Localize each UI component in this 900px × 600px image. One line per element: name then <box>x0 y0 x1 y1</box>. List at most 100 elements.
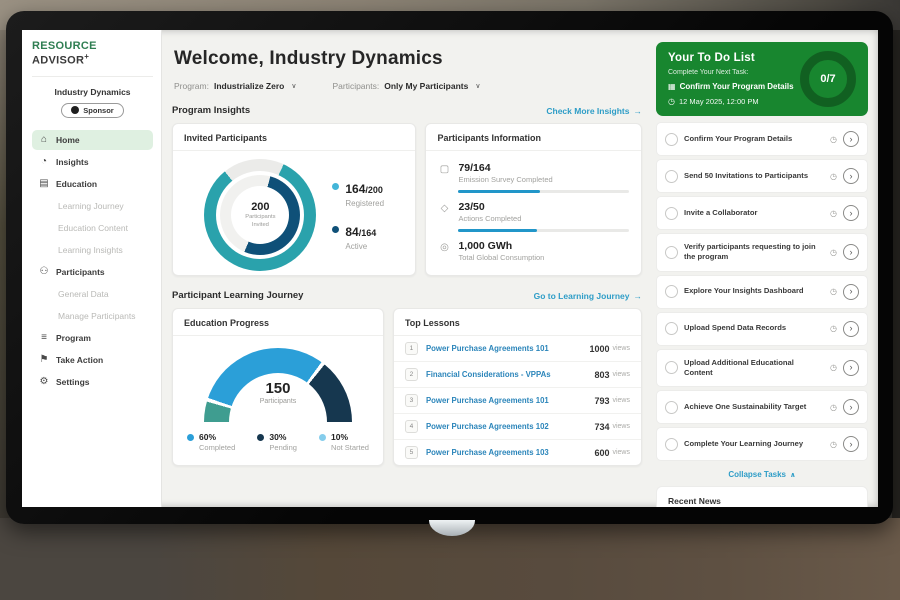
stat-row: ◇ 23/50 Actions Completed <box>438 201 629 232</box>
legend-dot-icon <box>332 225 340 233</box>
lesson-row[interactable]: 1 Power Purchase Agreements 101 1000 vie… <box>393 336 641 362</box>
sidebar-item[interactable]: Learning Journey <box>32 196 153 216</box>
task-open-button[interactable]: › <box>843 320 859 337</box>
recent-news-title: Recent News <box>668 496 721 506</box>
sidebar-item[interactable]: General Data <box>32 284 153 304</box>
clock-icon: ◷ <box>830 287 837 296</box>
collapse-tasks-link[interactable]: Collapse Tasks ∧ <box>656 461 868 486</box>
clock-icon: ◷ <box>830 171 837 181</box>
stat-row: ▢ 79/164 Emission Survey Completed <box>438 162 629 193</box>
lesson-views-count: 793 <box>594 395 610 406</box>
sidebar-item[interactable]: Education Content <box>32 218 153 238</box>
task-checkbox[interactable] <box>665 132 678 146</box>
task-checkbox[interactable] <box>665 169 678 183</box>
todo-next-task: ▦ Confirm Your Program Details <box>668 82 856 91</box>
task-row[interactable]: Verify participants requesting to join t… <box>656 233 868 272</box>
task-row[interactable]: Send 50 Invitations to Participants ◷ › <box>656 159 868 193</box>
legend-percent: 30% <box>269 432 287 442</box>
sidebar-item-icon: ⚙ <box>39 375 49 387</box>
sidebar-item-label: Manage Participants <box>58 310 136 321</box>
lesson-link[interactable]: Power Purchase Agreements 103 <box>425 448 549 457</box>
sidebar-item[interactable]: Learning Insights <box>32 240 153 260</box>
task-checkbox[interactable] <box>665 322 678 335</box>
invited-donut-chart: 200 Participants Invited <box>173 151 415 275</box>
task-checkbox[interactable] <box>665 285 678 298</box>
donut-legend-item: 84/164 Active <box>332 223 384 251</box>
sidebar-item[interactable]: ⚑ Take Action <box>32 350 153 370</box>
lesson-link[interactable]: Power Purchase Agreements 101 <box>425 396 549 405</box>
task-checkbox[interactable] <box>665 245 678 259</box>
donut-center-value: 200 <box>251 200 270 213</box>
sidebar-item[interactable]: Manage Participants <box>32 306 153 326</box>
task-open-button[interactable]: › <box>843 131 859 147</box>
sidebar-item[interactable]: ⚇ Participants <box>32 262 153 282</box>
task-label: Upload Additional Educational Content <box>684 357 794 377</box>
sidebar-item[interactable]: ◔ Insights <box>32 152 153 172</box>
legend-label: Pending <box>269 443 297 452</box>
sidebar-item-label: Education <box>56 178 98 189</box>
chevron-down-icon: ∨ <box>475 83 481 90</box>
clock-icon: ◷ <box>830 247 837 257</box>
go-to-learning-journey-link[interactable]: Go to Learning Journey → <box>534 291 642 301</box>
stat-icon: ▢ <box>439 164 450 175</box>
task-row[interactable]: Confirm Your Program Details ◷ › <box>656 122 868 156</box>
task-row[interactable]: Complete Your Learning Journey ◷ › <box>656 427 868 461</box>
check-more-insights-link[interactable]: Check More Insights → <box>546 106 642 116</box>
task-open-button[interactable]: › <box>843 205 859 221</box>
sidebar-item[interactable]: ⚙ Settings <box>32 372 153 392</box>
stat-icon: ◎ <box>440 242 449 253</box>
sidebar-item-icon: ⚑ <box>39 353 49 365</box>
lesson-link[interactable]: Power Purchase Agreements 101 <box>425 344 549 353</box>
task-checkbox[interactable] <box>665 206 678 220</box>
lesson-row[interactable]: 4 Power Purchase Agreements 102 734 view… <box>393 414 641 440</box>
task-row[interactable]: Achieve One Sustainability Target ◷ › <box>656 390 868 424</box>
legend-dot-icon <box>187 433 194 441</box>
sidebar-item-label: Program <box>56 332 91 343</box>
sidebar-item[interactable]: ≡ Program <box>32 328 153 348</box>
task-open-button[interactable]: › <box>843 168 859 184</box>
stat-value: 23/50 <box>458 201 485 213</box>
todo-progress-count: 0/7 <box>820 73 836 85</box>
clock-icon: ◷ <box>830 363 837 373</box>
monitor-bezel: RESOURCE ADVISOR+ Industry Dynamics Spon… <box>6 11 893 524</box>
sponsor-badge[interactable]: Sponsor <box>61 102 124 118</box>
donut-center-label: Participants Invited <box>245 213 276 228</box>
lesson-rank-badge: 2 <box>404 368 418 381</box>
lesson-row[interactable]: 3 Power Purchase Agreements 101 793 view… <box>393 388 641 414</box>
task-open-button[interactable]: › <box>843 399 859 415</box>
participants-dropdown[interactable]: Participants: Only My Participants ∨ <box>332 81 480 91</box>
invited-participants-card: Invited Participants 200 Participants In… <box>172 123 417 276</box>
task-checkbox[interactable] <box>665 361 678 375</box>
task-row[interactable]: Upload Additional Educational Content ◷ … <box>656 348 868 387</box>
participants-information-title: Participants Information <box>426 124 641 151</box>
task-row[interactable]: Explore Your Insights Dashboard ◷ › <box>656 274 868 309</box>
stat-value: 1,000 GWh <box>458 240 513 252</box>
program-insights-header: Program Insights Check More Insights → <box>172 105 642 116</box>
lesson-link[interactable]: Power Purchase Agreements 102 <box>425 422 549 431</box>
lesson-link[interactable]: Financial Considerations - VPPAs <box>425 370 551 379</box>
lesson-row[interactable]: 5 Power Purchase Agreements 103 600 view… <box>394 440 641 465</box>
journey-cards-row: Education Progress 150 Participants <box>172 308 642 466</box>
legend-percent: 60% <box>199 432 217 442</box>
lesson-row[interactable]: 2 Financial Considerations - VPPAs 803 v… <box>393 362 641 388</box>
legend-total: /164 <box>358 227 377 238</box>
program-dropdown[interactable]: Program: Industrialize Zero ∨ <box>174 81 296 91</box>
legend-value: 164 <box>345 181 366 196</box>
task-open-button[interactable]: › <box>843 436 859 452</box>
task-open-button[interactable]: › <box>843 244 859 261</box>
task-open-button[interactable]: › <box>843 283 859 300</box>
task-open-button[interactable]: › <box>843 359 859 376</box>
sidebar-item[interactable]: ⌂ Home <box>32 129 153 150</box>
learning-journey-title: Participant Learning Journey <box>172 290 304 301</box>
task-row[interactable]: Upload Spend Data Records ◷ › <box>656 311 868 346</box>
sidebar-item-label: Learning Insights <box>58 244 123 255</box>
task-row[interactable]: Invite a Collaborator ◷ › <box>656 196 868 230</box>
background-left-edge <box>0 30 10 518</box>
chevron-down-icon: ∨ <box>291 83 297 90</box>
task-checkbox[interactable] <box>665 400 678 414</box>
task-checkbox[interactable] <box>665 437 678 451</box>
legend-label: Completed <box>199 443 236 452</box>
sidebar-item[interactable]: ▤ Education <box>32 174 153 194</box>
program-dropdown-value: Industrialize Zero <box>213 81 285 91</box>
